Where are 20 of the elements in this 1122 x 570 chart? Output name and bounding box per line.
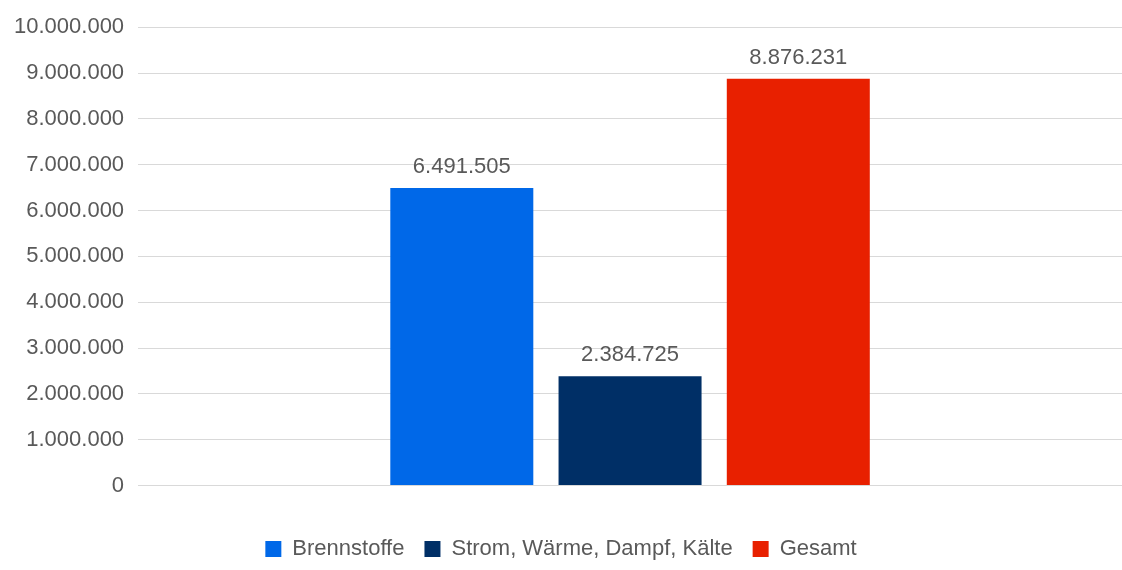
bar	[390, 188, 534, 486]
y-tick-label: 10.000.000	[14, 13, 125, 39]
y-tick-label: 0	[111, 471, 125, 497]
legend-label: Strom, Wärme, Dampf, Kälte	[451, 535, 733, 561]
bar	[558, 376, 702, 486]
y-tick-label: 2.000.000	[26, 379, 125, 405]
legend-label: Gesamt	[779, 535, 857, 561]
legend-label: Brennstoffe	[292, 535, 405, 561]
data-label: 6.491.505	[412, 153, 511, 179]
y-tick-label: 6.000.000	[26, 196, 125, 222]
y-tick-label: 3.000.000	[26, 334, 125, 360]
bar	[726, 78, 870, 486]
y-tick-label: 5.000.000	[26, 242, 125, 268]
y-tick-label: 9.000.000	[26, 59, 125, 85]
data-label: 2.384.725	[581, 341, 679, 367]
y-tick-label: 4.000.000	[26, 288, 125, 314]
data-label: 8.876.231	[749, 43, 848, 69]
y-tick-label: 8.000.000	[26, 104, 125, 130]
y-tick-label: 7.000.000	[26, 150, 125, 176]
y-tick-label: 1.000.000	[26, 425, 125, 451]
